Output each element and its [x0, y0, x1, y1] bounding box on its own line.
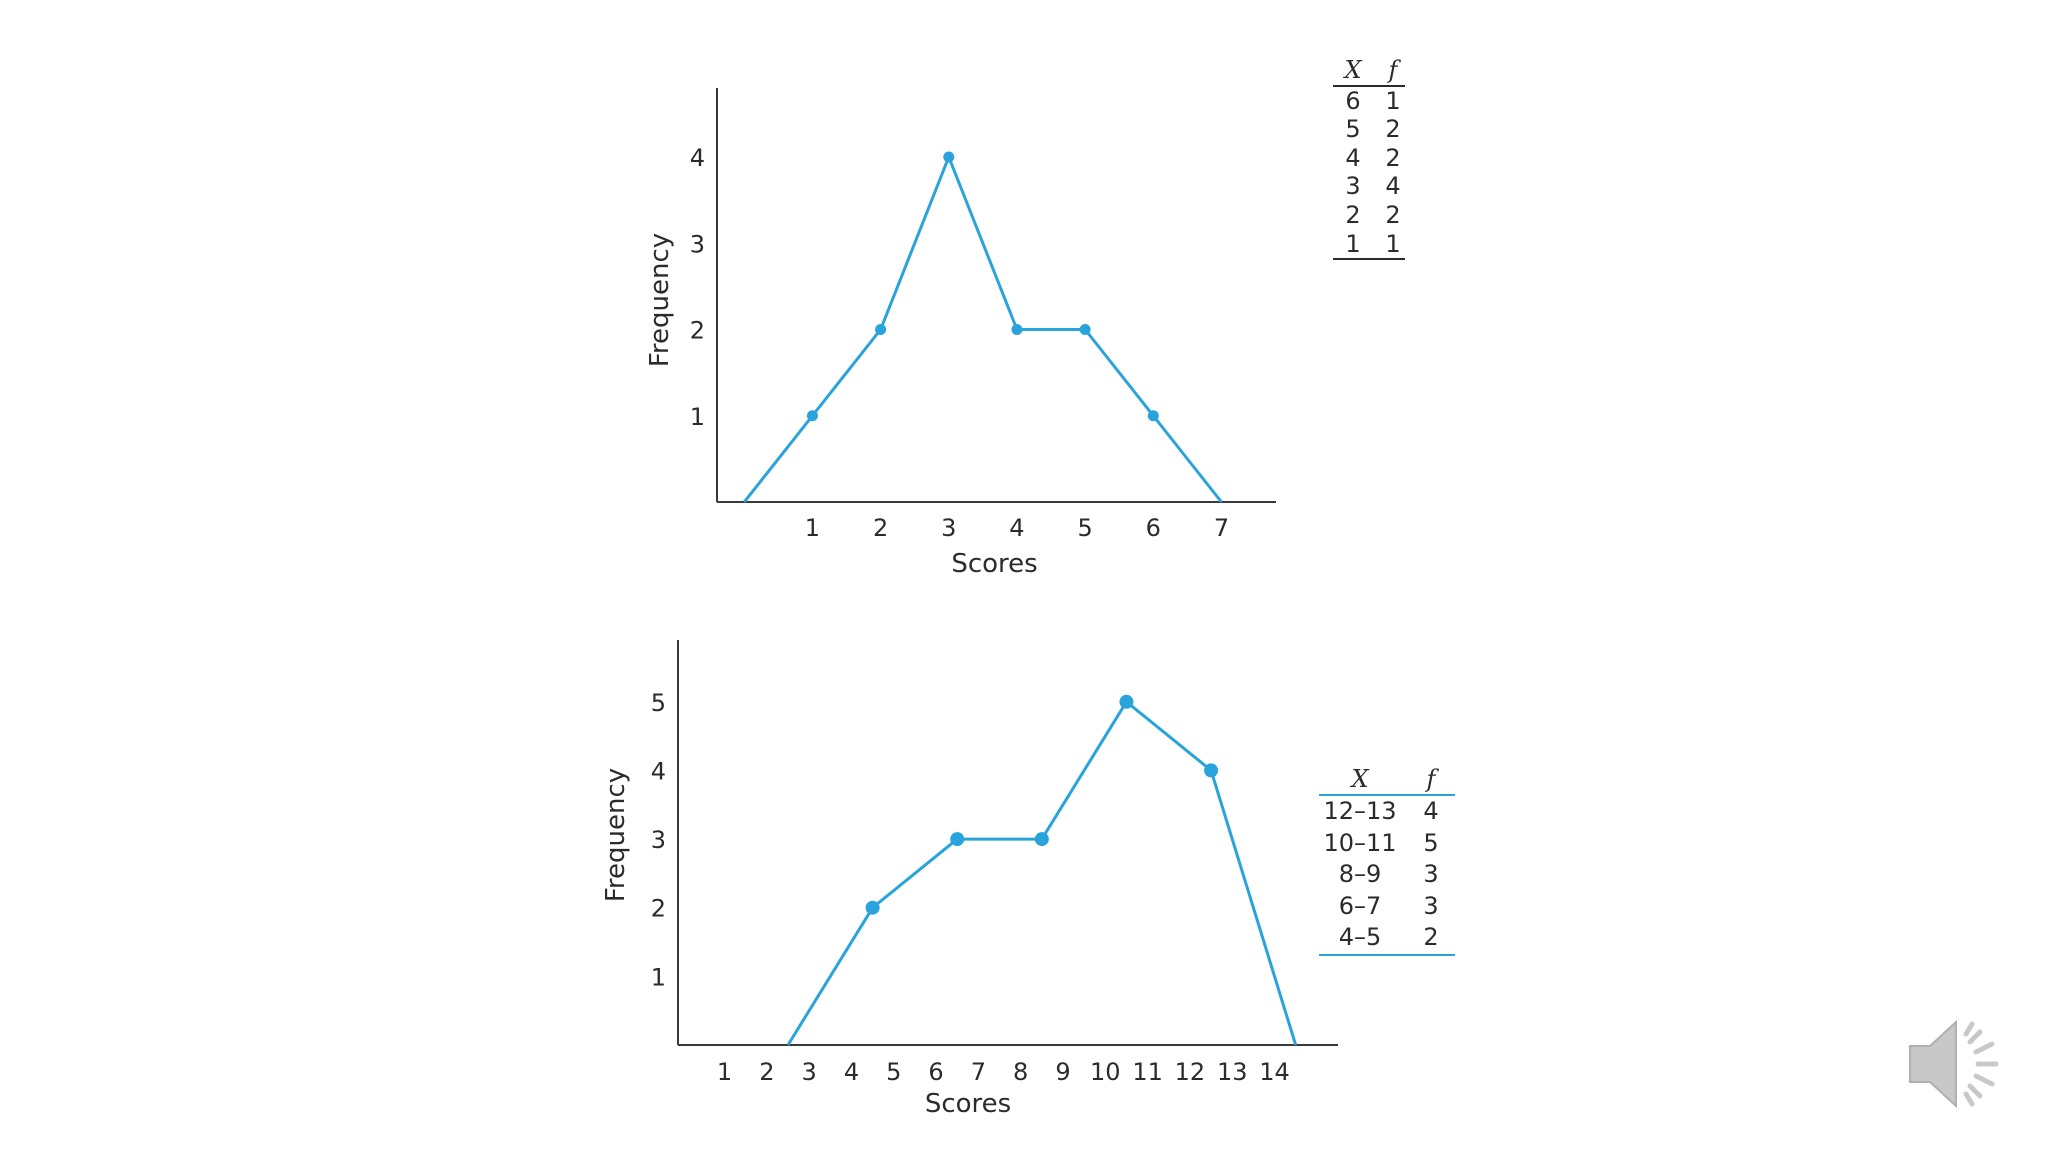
- table-cell-f: 3: [1423, 891, 1439, 920]
- y-tick-label: 3: [690, 230, 705, 258]
- x-tick-label: 12: [1175, 1058, 1206, 1086]
- x-tick-label: 2: [759, 1058, 774, 1086]
- x-tick-label: 4: [1009, 514, 1024, 542]
- data-point: [1147, 410, 1159, 422]
- data-point: [943, 151, 955, 163]
- y-tick-label: 1: [651, 963, 666, 991]
- data-point: [875, 324, 887, 335]
- table-header-x: X: [1333, 56, 1373, 87]
- data-point: [950, 832, 965, 847]
- x-tick-label: 14: [1259, 1058, 1290, 1086]
- table-cell-x: 2: [1345, 200, 1361, 229]
- data-point: [1011, 324, 1023, 335]
- x-tick-label: 2: [873, 514, 888, 542]
- y-tick-label: 4: [651, 757, 666, 785]
- table-cell-x: 4–5: [1338, 923, 1382, 951]
- table-cell-x: 12–13: [1323, 797, 1397, 825]
- data-point: [1079, 324, 1091, 335]
- x-tick-label: 9: [1055, 1058, 1070, 1086]
- table-cell-x: 4: [1345, 143, 1361, 172]
- x-tick-label: 1: [717, 1058, 732, 1086]
- x-tick-label: 3: [802, 1058, 817, 1086]
- table-cell-f: 5: [1423, 828, 1439, 857]
- x-tick-label: 6: [1146, 514, 1161, 542]
- x-tick-label: 10: [1090, 1058, 1121, 1086]
- table-cell-x: 6–7: [1338, 891, 1382, 920]
- table-cell-x: 6: [1345, 86, 1361, 115]
- table-cell-f: 2: [1385, 115, 1401, 144]
- table-header-f: f: [1373, 56, 1405, 87]
- y-tick-label: 2: [690, 317, 705, 345]
- x-axis-label: Scores: [951, 549, 1037, 579]
- data-point: [806, 410, 818, 422]
- x-tick-label: 1: [805, 514, 820, 542]
- data-point: [1204, 763, 1219, 778]
- x-tick-label: 8: [1013, 1058, 1028, 1086]
- table-row: 10–11 5: [1319, 828, 1455, 860]
- table-row: 6–7 3: [1319, 891, 1455, 923]
- data-point: [1119, 694, 1134, 709]
- table-cell-x: 3: [1345, 172, 1361, 201]
- x-axis-label: Scores: [925, 1089, 1011, 1119]
- x-tick-label: 7: [971, 1058, 986, 1086]
- y-tick-label: 3: [651, 826, 666, 854]
- x-tick-label: 6: [928, 1058, 943, 1086]
- table-cell-x: 5: [1345, 115, 1361, 144]
- y-axis-label: Frequency: [645, 233, 675, 367]
- y-tick-label: 5: [651, 689, 666, 717]
- x-tick-label: 5: [1077, 514, 1092, 542]
- table-cell-f: 2: [1385, 200, 1401, 229]
- data-point: [865, 900, 880, 915]
- frequency-table-2: X f 12–13 4 10–11 5 8–9 3 6–7 3 4–5 2: [1319, 764, 1455, 956]
- chart-1-frequency-polygon: 1 2 3 4 5 6 7 1 2 3 4 Scores Frequency: [645, 88, 1276, 579]
- table-cell-f: 2: [1423, 923, 1439, 951]
- series-line: [786, 700, 1298, 1046]
- table-row: 12–13 4: [1319, 795, 1455, 828]
- speaker-icon[interactable]: [1906, 1012, 2010, 1116]
- table-cell-f: 2: [1385, 143, 1401, 172]
- table-cell-f: 3: [1423, 860, 1439, 888]
- x-tick-label: 5: [886, 1058, 901, 1086]
- x-tick-label: 13: [1217, 1058, 1248, 1086]
- x-tick-label: 4: [844, 1058, 859, 1086]
- y-tick-label: 1: [690, 403, 705, 431]
- table-cell-x: 8–9: [1338, 860, 1382, 888]
- x-tick-label: 3: [941, 514, 956, 542]
- table-row: 4–5 2: [1319, 922, 1455, 955]
- table-cell-f: 1: [1385, 229, 1401, 258]
- x-tick-label: 11: [1132, 1058, 1163, 1086]
- y-tick-label: 2: [651, 895, 666, 923]
- series-line: [743, 155, 1223, 503]
- x-tick-label: 7: [1214, 514, 1229, 542]
- table-cell-f: 4: [1385, 172, 1401, 201]
- table-cell-x: 10–11: [1323, 828, 1397, 857]
- y-axis-label: Frequency: [601, 768, 631, 902]
- data-point: [1034, 832, 1049, 847]
- table-header-x: X: [1319, 764, 1401, 796]
- table-cell-f: 1: [1385, 86, 1401, 115]
- table-cell-x: 1: [1345, 229, 1361, 258]
- y-tick-label: 4: [690, 144, 705, 172]
- table-row: 8–9 3: [1319, 859, 1455, 891]
- table-cell-f: 4: [1423, 797, 1439, 825]
- table-header-f: f: [1401, 764, 1455, 796]
